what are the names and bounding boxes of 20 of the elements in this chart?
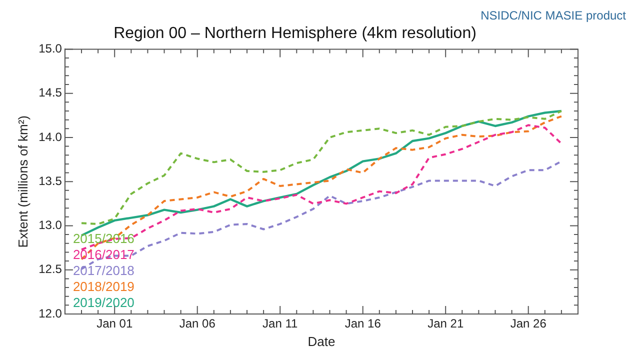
x-tick-label: Jan 21 [428, 316, 464, 331]
x-tick-label: Jan 06 [179, 316, 216, 331]
x-tick-label: Jan 26 [510, 316, 547, 331]
y-axis-title: Extent (millions of km²) [15, 116, 30, 248]
x-axis-title: Date [308, 334, 336, 349]
y-tick-label: 12.5 [38, 262, 62, 276]
series-label: 2018/2019 [72, 279, 134, 294]
series-label: 2017/2018 [72, 263, 134, 278]
y-tick-label: 13.0 [38, 218, 62, 232]
chart-title: Region 00 – Northern Hemisphere (4km resolution) [114, 25, 476, 42]
y-tick-label: 14.5 [38, 86, 62, 100]
x-tick-label: Jan 16 [344, 316, 382, 331]
y-tick-label: 15.0 [38, 42, 62, 56]
text: NSIDC/NIC MASIE product [480, 8, 627, 22]
y-tick-label: 13.5 [38, 174, 62, 188]
text: 2019/2020 [72, 295, 134, 310]
x-tick-label: Jan 11 [262, 316, 298, 331]
y-tick-label: 12.0 [38, 306, 62, 320]
y-tick-label: 14.0 [38, 130, 62, 144]
x-tick-label: Jan 01 [96, 316, 133, 331]
